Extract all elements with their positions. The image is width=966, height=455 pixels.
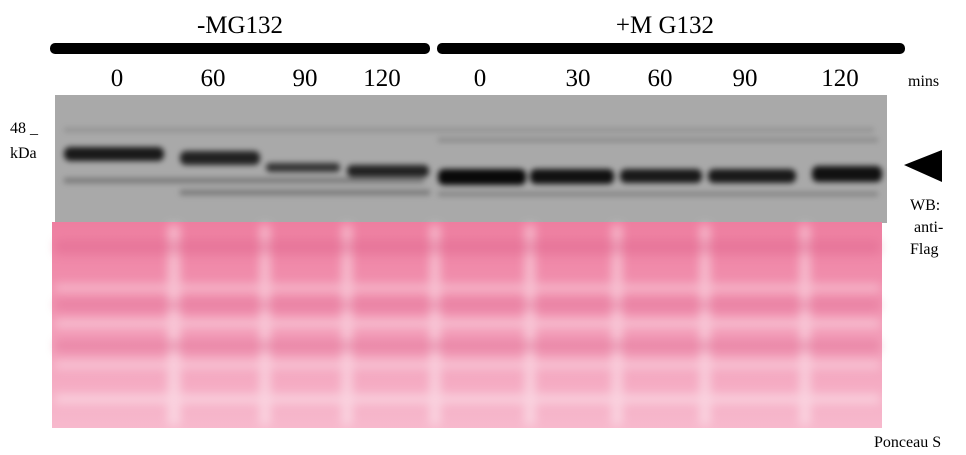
unit-label: mins — [908, 73, 939, 90]
ponceau-stain — [52, 222, 882, 428]
lane-label: 60 — [648, 65, 673, 92]
group-label: +M G132 — [616, 12, 714, 39]
blot-label: anti- — [914, 219, 943, 236]
marker-size: 48 _ — [10, 120, 39, 137]
lane-label: 60 — [201, 65, 226, 92]
stain-label: Ponceau S — [874, 434, 941, 451]
lane-label: 0 — [474, 65, 487, 92]
lane-label: 120 — [821, 65, 859, 92]
western-blot — [55, 95, 887, 223]
blot-label: WB: — [910, 197, 940, 214]
lane-label: 90 — [293, 65, 318, 92]
lane-label: 90 — [733, 65, 758, 92]
group-bar — [50, 43, 430, 54]
lane-label: 120 — [363, 65, 401, 92]
lane-label: 30 — [566, 65, 591, 92]
marker-unit: kDa — [10, 145, 37, 162]
lane-label: 0 — [111, 65, 124, 92]
blot-label: Flag — [910, 241, 938, 258]
group-label: -MG132 — [197, 12, 283, 39]
group-bar — [437, 43, 905, 54]
band-arrow — [904, 150, 942, 182]
lane-labels: 0 60 90 120 0 30 60 90 120 — [111, 65, 859, 92]
